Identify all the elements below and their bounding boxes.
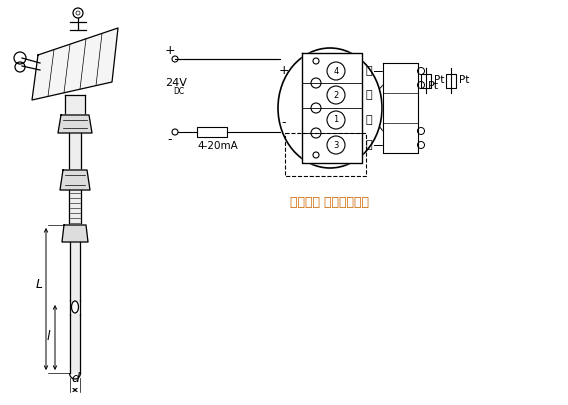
Text: l: l xyxy=(46,330,50,343)
Text: 4: 4 xyxy=(333,66,339,75)
Text: Pt: Pt xyxy=(428,81,439,91)
Text: -: - xyxy=(282,117,286,130)
Polygon shape xyxy=(70,242,80,373)
Polygon shape xyxy=(69,190,81,225)
Text: 2: 2 xyxy=(333,90,339,100)
Bar xyxy=(446,74,456,88)
Polygon shape xyxy=(60,170,90,190)
Polygon shape xyxy=(58,115,92,133)
Text: 1: 1 xyxy=(333,115,339,124)
Polygon shape xyxy=(302,53,362,163)
Bar xyxy=(421,74,431,88)
Text: 白: 白 xyxy=(366,66,373,76)
Polygon shape xyxy=(383,63,418,153)
Ellipse shape xyxy=(278,48,382,168)
Text: DC: DC xyxy=(173,87,184,96)
Text: -: - xyxy=(168,134,172,147)
Polygon shape xyxy=(69,133,81,170)
Polygon shape xyxy=(32,28,118,100)
Polygon shape xyxy=(68,302,82,313)
Text: L: L xyxy=(35,277,43,290)
Bar xyxy=(197,127,227,137)
Polygon shape xyxy=(62,225,88,242)
Text: 红: 红 xyxy=(366,140,373,150)
Text: d: d xyxy=(71,373,79,386)
Polygon shape xyxy=(65,95,85,115)
Text: 红: 红 xyxy=(366,115,373,125)
Text: Pt: Pt xyxy=(434,75,444,85)
Text: 3: 3 xyxy=(333,141,339,149)
Text: Pt: Pt xyxy=(459,75,469,85)
Text: 白: 白 xyxy=(366,90,373,100)
Text: +: + xyxy=(279,64,289,77)
Text: +: + xyxy=(165,45,176,58)
Text: 热电阵： 三线或四线制: 热电阵： 三线或四线制 xyxy=(290,196,369,209)
Text: 24V: 24V xyxy=(165,78,187,88)
Text: 4-20mA: 4-20mA xyxy=(197,141,238,151)
